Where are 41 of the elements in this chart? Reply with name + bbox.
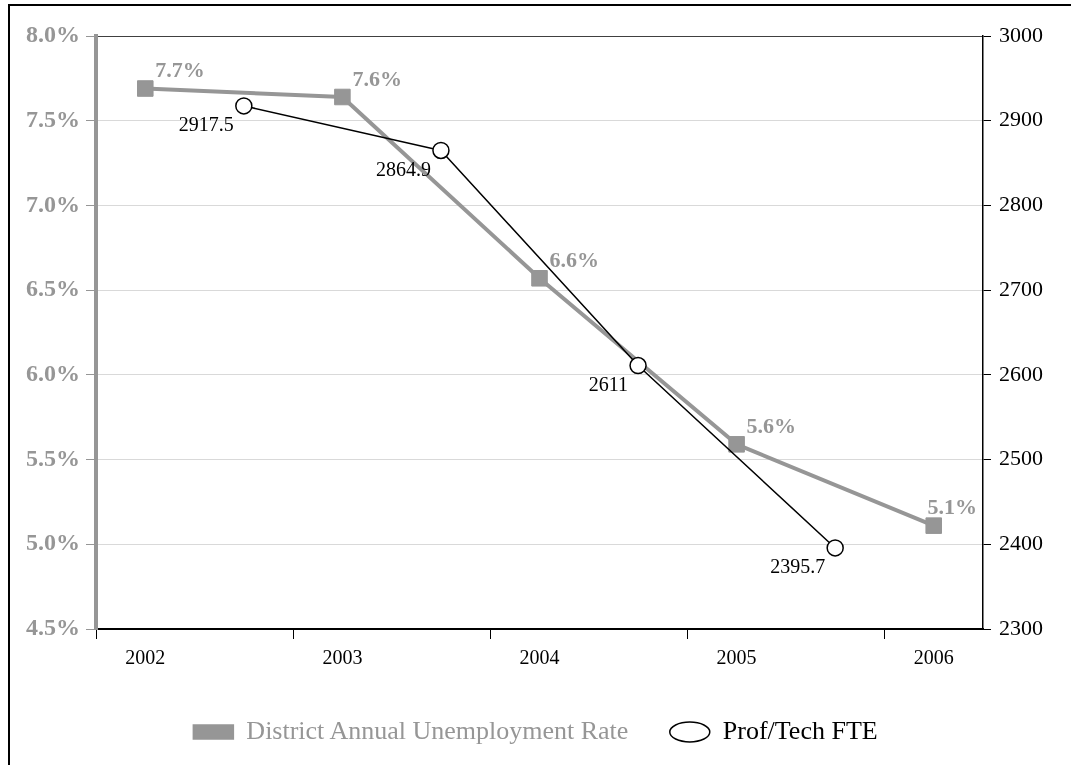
point <box>334 88 351 106</box>
y-tick-label: 7.5% <box>26 105 80 132</box>
legend-label: Prof/Tech FTE <box>722 715 878 745</box>
x-tick-label: 2006 <box>913 646 954 669</box>
y-tick-label: 8.0% <box>26 21 80 48</box>
y2-tick-label: 2600 <box>999 360 1043 386</box>
x-tick-label: 2002 <box>125 646 166 669</box>
data-label: 2611 <box>588 372 629 395</box>
point <box>531 270 548 287</box>
data-label: 2917.5 <box>178 113 234 136</box>
data-label: 5.1% <box>927 494 977 520</box>
y-tick-label: 6.5% <box>26 275 80 302</box>
point <box>629 356 647 375</box>
legend-label: District Annual Unemployment Rate <box>246 715 629 745</box>
y-tick-label: 5.0% <box>26 529 80 556</box>
x-tick-label: 2005 <box>716 646 757 669</box>
y2-tick-label: 2800 <box>999 191 1043 217</box>
data-label: 7.7% <box>155 57 205 83</box>
point <box>925 517 942 534</box>
y2-tick-label: 2700 <box>999 275 1043 301</box>
y-tick-label: 6.0% <box>26 360 80 387</box>
y2-tick-label: 2300 <box>999 614 1043 640</box>
y-tick-label: 4.5% <box>26 614 80 641</box>
point <box>235 97 253 115</box>
y2-tick-label: 2400 <box>999 530 1043 556</box>
data-label: 2864.9 <box>375 157 431 180</box>
point <box>137 80 154 97</box>
data-label: 6.6% <box>549 246 599 272</box>
x-tick-label: 2004 <box>519 646 560 669</box>
y2-tick-label: 2500 <box>999 445 1043 471</box>
data-label: 2395.7 <box>770 555 826 578</box>
x-tick-label: 2003 <box>322 646 363 669</box>
data-label: 7.6% <box>352 65 402 91</box>
data-label: 5.6% <box>746 413 797 439</box>
point <box>728 436 745 453</box>
y-tick-label: 7.0% <box>26 190 80 217</box>
y2-tick-label: 3000 <box>999 21 1043 47</box>
y-tick-label: 5.5% <box>26 444 80 471</box>
y2-tick-label: 2900 <box>999 106 1043 132</box>
point <box>826 539 844 557</box>
point <box>432 141 450 160</box>
